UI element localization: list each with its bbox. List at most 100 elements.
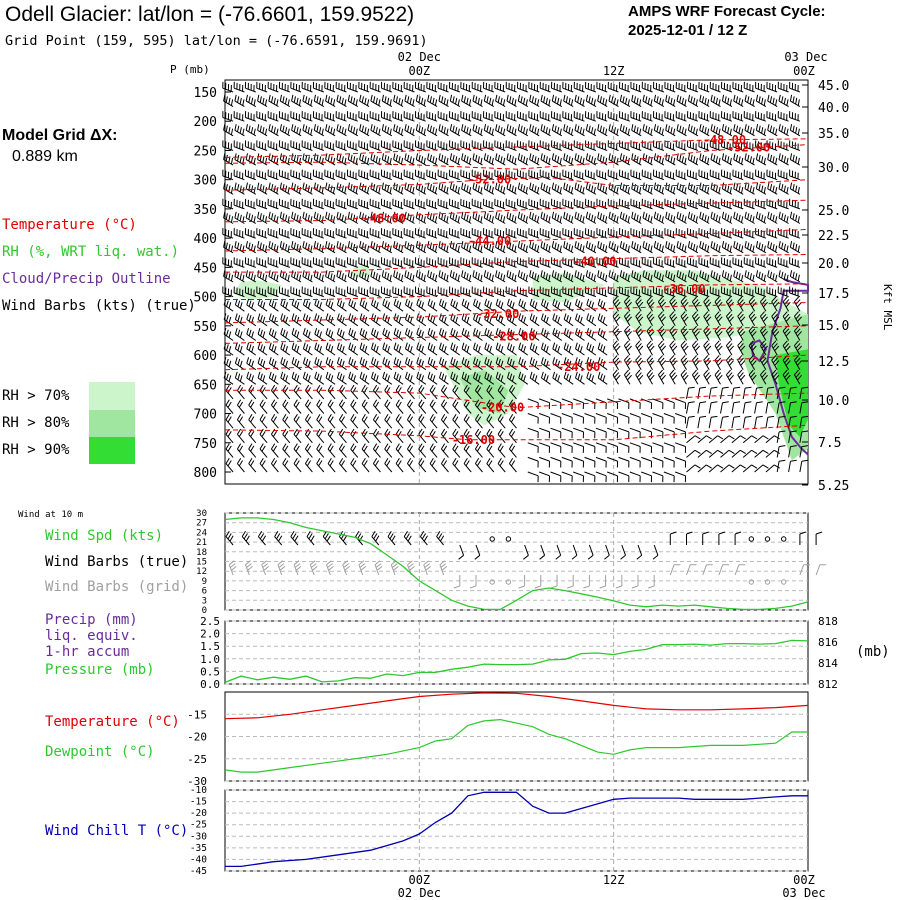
profile-wind-barb [663, 427, 675, 439]
wind-barb-grid [261, 560, 270, 576]
temperature-contour [225, 254, 809, 273]
profile-wind-barb [799, 415, 809, 429]
profile-wind-barb [607, 471, 618, 483]
profile-wind-barb [767, 211, 778, 224]
profile-wind-barb [358, 140, 370, 151]
profile-wind-barb [759, 311, 768, 327]
wind-barb-grid [342, 560, 351, 576]
profile-wind-barb [461, 153, 472, 166]
profile-wind-barb [619, 153, 631, 166]
wind-barb-grid [583, 575, 590, 589]
profile-wind-barb [789, 169, 801, 181]
profile-wind-barb [585, 124, 597, 137]
profile-wind-barb [336, 371, 347, 385]
profile-wind-barb [347, 94, 359, 108]
profile-wind-barb [517, 124, 529, 137]
profile-wind-barb [384, 457, 393, 473]
profile-wind-barb [573, 228, 585, 239]
profile-wind-barb [675, 198, 687, 210]
profile-wind-barb [463, 457, 472, 473]
profile-wind-barb [708, 435, 724, 444]
profile-wind-barb [449, 153, 461, 166]
profile-wind-barb [539, 228, 551, 239]
profile-wind-barb [313, 124, 325, 137]
profile-wind-barb [406, 443, 415, 458]
profile-wind-barb [665, 153, 676, 166]
profile-wind-barb [675, 456, 686, 468]
profile-wind-barb [437, 111, 449, 122]
profile-wind-barb [563, 94, 574, 108]
profile-wind-barb [316, 414, 325, 429]
profile-wind-barb [541, 327, 551, 341]
profile-wind-barb [646, 355, 655, 370]
profile-wind-barb [471, 111, 483, 122]
profile-wind-barb [664, 257, 676, 268]
profile-wind-barb [324, 169, 336, 181]
profile-wind-barb [585, 94, 597, 108]
profile-wind-barb [358, 81, 370, 93]
profile-wind-barb [732, 257, 744, 268]
profile-wind-barb [392, 257, 404, 268]
profile-wind-barb [302, 371, 313, 385]
profile-wind-barb [460, 286, 472, 298]
profile-wind-barb [641, 81, 653, 93]
profile-wind-barb [268, 357, 279, 371]
profile-wind-barb [233, 111, 245, 122]
profile-wind-barb [744, 182, 755, 195]
profile-wind-barb [766, 140, 778, 151]
profile-wind-barb [793, 296, 802, 312]
profile-wind-barb [313, 182, 325, 195]
profile-wind-barb [608, 124, 619, 137]
profile-wind-barb [358, 169, 370, 181]
profile-wind-barb [687, 124, 699, 137]
profile-wind-barb [732, 286, 744, 298]
profile-wind-barb [562, 81, 574, 93]
profile-wind-barb [404, 94, 415, 108]
profile-wind-barb [584, 398, 596, 410]
profile-wind-barb [574, 211, 585, 224]
profile-wind-barb [529, 211, 540, 224]
temperature-contour [224, 325, 809, 344]
profile-wind-barb [563, 182, 574, 195]
cycle-line-2: 2025-12-01 / 12 Z [628, 22, 748, 39]
profile-wind-barb [584, 427, 596, 439]
profile-wind-barb [697, 435, 712, 444]
profile-wind-barb [663, 471, 675, 483]
profile-wind-barb [450, 298, 461, 312]
profile-wind-barb [608, 240, 619, 254]
temperature-contour-label: -32.00 [476, 307, 519, 321]
temperature-contour-label: -48.00 [703, 133, 746, 147]
profile-wind-barb [725, 325, 734, 341]
profile-wind-barb [234, 153, 245, 166]
profile-wind-barb [483, 182, 495, 195]
profile-wind-barb [574, 240, 585, 254]
profile-wind-barb [304, 399, 313, 414]
profile-wind-barb [404, 153, 415, 166]
precip-tick-label: 0.0 [200, 678, 220, 691]
profile-wind-barb [316, 457, 325, 473]
profile-wind-barb [236, 399, 245, 414]
profile-wind-barb [361, 414, 370, 429]
profile-wind-barb [563, 357, 574, 371]
profile-wind-barb [793, 311, 802, 327]
profile-wind-barb [789, 241, 801, 254]
profile-wind-barb [619, 94, 631, 108]
profile-wind-barb [257, 342, 268, 356]
profile-wind-barb [742, 435, 758, 444]
profile-wind-barb [529, 371, 540, 385]
profile-wind-barb [744, 270, 755, 283]
profile-wind-barb [608, 182, 619, 195]
profile-wind-barb [573, 471, 584, 483]
profile-wind-barb [270, 428, 279, 444]
profile-wind-barb [777, 286, 789, 298]
profile-wind-barb [494, 169, 506, 181]
profile-wind-barb [325, 211, 336, 224]
top-date-label: 02 Dec [398, 50, 441, 64]
profile-wind-barb [234, 371, 245, 385]
profile-wind-barb [714, 311, 723, 327]
profile-wind-barb [234, 240, 245, 254]
profile-wind-barb [358, 198, 370, 210]
profile-wind-barb [225, 457, 234, 473]
profile-wind-barb [529, 298, 540, 312]
profile-wind-barb [314, 371, 325, 385]
